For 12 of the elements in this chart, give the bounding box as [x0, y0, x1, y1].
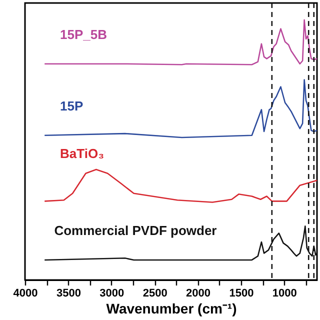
x-tick-label: 4000 — [13, 288, 38, 300]
series-label: 15P_5B — [60, 26, 108, 42]
x-tick-label: 1500 — [229, 288, 254, 300]
x-tick-label: 3500 — [56, 288, 81, 300]
x-tick-label: 2000 — [186, 288, 211, 300]
x-tick-label: 3000 — [100, 288, 124, 300]
x-axis-title: Wavenumber (cm⁻¹) — [106, 300, 237, 316]
series-label: BaTiO₃ — [60, 146, 104, 162]
series-label: 15P — [60, 98, 84, 114]
x-tick-label: 1000 — [272, 288, 297, 300]
series-label: Commercial PVDF powder — [54, 222, 217, 238]
x-tick-label: 2500 — [142, 288, 168, 300]
